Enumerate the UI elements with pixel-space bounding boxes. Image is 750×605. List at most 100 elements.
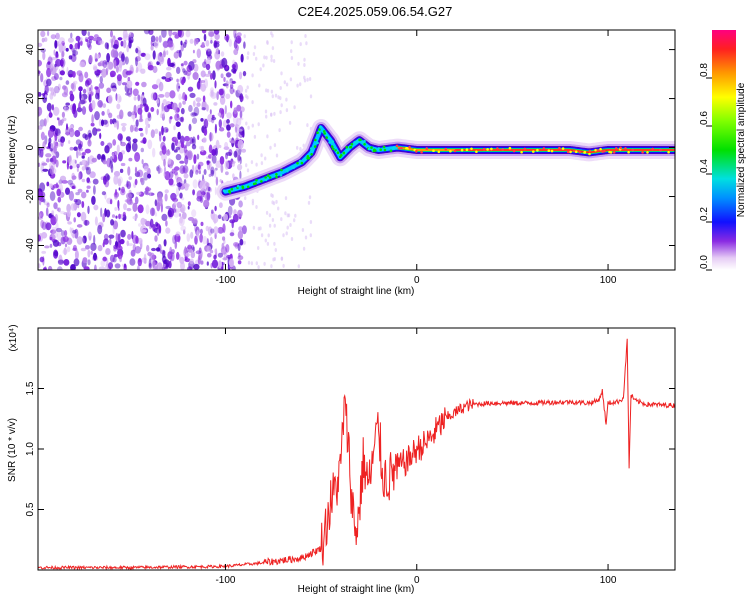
spectrogram-noise-blob	[175, 153, 182, 161]
spectrogram-trace-speckle	[566, 150, 570, 154]
spectrogram-noise-blob	[223, 252, 228, 261]
spectrogram-noise-blob	[74, 130, 81, 137]
spectrogram-noise-blob	[100, 207, 103, 218]
spectrogram-trace-speckle	[572, 149, 576, 153]
spectrogram-noise-blob	[192, 189, 196, 196]
spectrogram-noise-blob	[166, 50, 169, 56]
spectrogram-noise-blob	[95, 40, 99, 45]
spectrogram-noise-blob	[70, 53, 77, 63]
spectrogram-noise-blob	[74, 250, 79, 260]
spectrogram-noise-blob	[166, 66, 172, 71]
spectrogram-noise-blob	[68, 140, 71, 144]
spectrogram-noise-blob	[202, 236, 208, 245]
snr-panel: -100 0 100 0.5 1.0 1.5 (x10⁴) Height of stra…	[7, 324, 676, 595]
spectrogram-noise-blob	[68, 190, 74, 201]
spectrogram-noise-blob	[229, 83, 234, 89]
spectrogram-noise-blob	[140, 217, 146, 226]
spectrogram-noise-blob	[81, 201, 85, 208]
spectrogram-noise-blob	[113, 254, 118, 258]
spectrogram-trace-speckle	[316, 141, 319, 145]
spectrogram-noise-blob	[202, 190, 205, 198]
spectrogram-noise-blob	[140, 132, 144, 137]
spectrogram-noise-blob	[167, 209, 172, 218]
spectrogram-noise-blob	[253, 134, 257, 139]
spectrogram-noise-blob	[253, 45, 257, 50]
spectrogram-noise-blob	[66, 203, 71, 213]
spectrogram-noise-blob	[82, 133, 87, 139]
spectrogram-noise-blob	[187, 244, 193, 250]
spectrogram-noise-blob	[60, 59, 64, 67]
spectrogram-noise-blob	[200, 118, 204, 122]
spectrogram-noise-blob	[67, 155, 72, 166]
spectrogram-noise-blob	[122, 39, 127, 49]
spectrogram-noise-blob	[247, 125, 250, 130]
spectrogram-noise-blob	[108, 234, 115, 239]
spectrogram-noise-blob	[186, 233, 191, 242]
spectrogram-noise-blob	[161, 113, 165, 121]
spectrogram-noise-blob	[76, 224, 83, 228]
spectrogram-noise-blob	[106, 258, 109, 268]
spectrogram-noise-blob	[164, 78, 172, 82]
spectrogram-noise-blob	[205, 63, 211, 71]
spectrogram-noise-blob	[102, 103, 107, 108]
spectrogram-noise-blob	[252, 52, 256, 56]
spectrogram-noise-blob	[206, 57, 211, 65]
spectrogram-noise-blob	[308, 77, 312, 81]
spectrogram-noise-blob	[143, 172, 149, 181]
spectrogram-noise-blob	[135, 47, 139, 54]
spectrogram-trace-speckle	[338, 155, 342, 159]
spectrogram-noise-blob	[179, 192, 183, 199]
spectrogram-trace-speckle	[508, 146, 512, 150]
spectrogram-noise-blob	[123, 263, 127, 268]
spectrogram-trace-speckle	[298, 159, 302, 163]
spectrogram-noise-blob	[226, 112, 232, 119]
spectrogram-noise-blob	[60, 59, 64, 65]
spectrogram-noise-blob	[102, 256, 107, 262]
spectrogram-noise-blob	[147, 173, 152, 179]
spectrogram-noise-blob	[214, 168, 217, 179]
spectrogram-trace-speckle	[520, 150, 523, 154]
spectrogram-noise-blob	[162, 40, 169, 48]
spectrogram-trace-speckle	[280, 168, 283, 172]
spectrogram-noise-blob	[118, 62, 122, 72]
spectrogram-noise-blob	[164, 171, 171, 181]
spectrogram-noise-blob	[161, 30, 167, 38]
spectrogram-noise-blob	[138, 127, 143, 132]
spectrogram-noise-blob	[205, 182, 210, 188]
spectrogram-noise-blob	[147, 112, 151, 119]
spectrogram-noise-blob	[151, 247, 157, 252]
spectrogram-noise-blob	[233, 242, 239, 247]
spectrogram-trace-speckle	[241, 185, 244, 188]
spectrogram-noise-blob	[183, 229, 186, 235]
spectrogram-noise-blob	[217, 226, 224, 234]
spectrogram-trace-speckle	[432, 149, 435, 152]
spectrogram-noise-blob	[163, 158, 166, 167]
spectrogram-noise-blob	[68, 55, 73, 60]
spectrogram-noise-blob	[159, 249, 166, 255]
spectrogram-noise-blob	[240, 95, 245, 102]
spectrogram-trace-speckle	[275, 173, 278, 176]
spectrogram-noise-blob	[233, 209, 237, 216]
spectrogram-trace-speckle	[659, 148, 662, 152]
spectrogram-noise-blob	[49, 183, 54, 189]
spectrogram-noise-blob	[104, 145, 110, 154]
spectrogram-y-ticks: -40 -20 0 20 40	[25, 44, 675, 253]
spectrogram-noise-blob	[63, 259, 70, 266]
spectrogram-trace-speckle	[266, 174, 270, 177]
spectrogram-noise-blob	[53, 73, 59, 80]
spectrogram-noise-blob	[239, 156, 242, 165]
spectrogram-noise-blob	[46, 67, 52, 78]
spectrogram-noise-blob	[111, 38, 114, 49]
spectrogram-noise-blob	[69, 127, 75, 138]
spectrogram-noise-blob	[47, 30, 50, 37]
spectrogram-noise-blob	[71, 175, 77, 180]
spectrogram-noise-blob	[193, 63, 199, 72]
spectrogram-noise-blob	[180, 207, 185, 213]
spectrogram-noise-blob	[88, 54, 93, 64]
spectrogram-noise-blob	[213, 30, 220, 35]
spectrogram-noise-blob	[226, 131, 231, 138]
spectrogram-noise-blob	[197, 164, 201, 170]
spectrogram-noise-blob	[50, 62, 54, 69]
snr-x-tick-label: -100	[215, 575, 235, 586]
spectrogram-noise-blob	[285, 82, 289, 87]
